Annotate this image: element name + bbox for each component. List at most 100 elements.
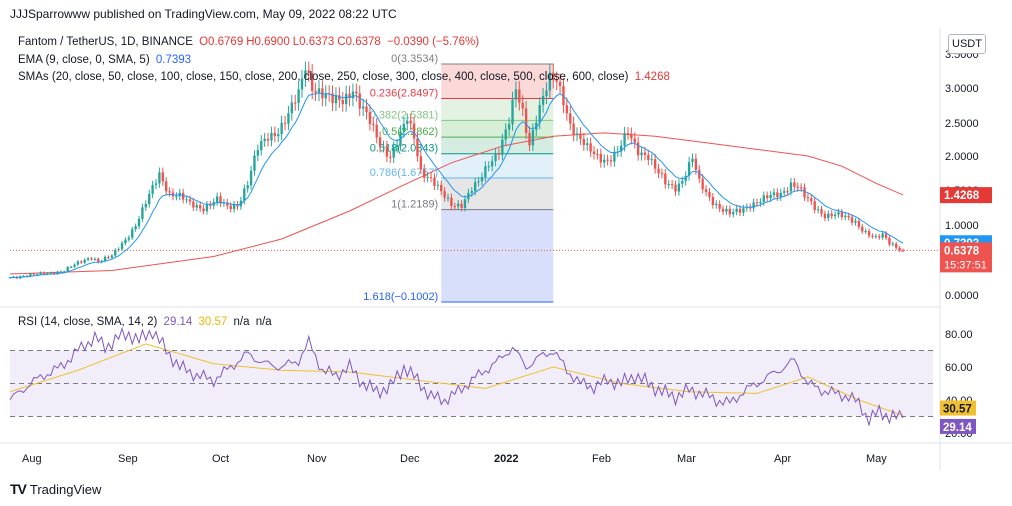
candle-body	[830, 213, 833, 217]
candle-body	[691, 158, 694, 163]
candle-body	[256, 150, 260, 156]
candle-body	[83, 259, 86, 263]
candle-body	[667, 184, 670, 186]
candle-body	[874, 236, 878, 238]
candle-body	[674, 184, 677, 192]
candle-body	[541, 96, 545, 105]
candle-body	[603, 159, 606, 163]
candle-body	[151, 185, 154, 194]
candle-body	[344, 93, 348, 104]
candle-body	[823, 213, 827, 219]
candle-body	[521, 102, 524, 109]
candle-body	[735, 208, 738, 212]
candle-body	[161, 172, 164, 182]
candle-body	[127, 237, 131, 240]
price-tag-label: 0.6378	[944, 245, 980, 257]
candle-body	[884, 233, 888, 238]
rsi-pane	[9, 326, 933, 426]
candle-body	[589, 143, 592, 152]
axes: 0.00001.00001.50002.00002.50003.00003.50…	[22, 49, 979, 465]
ohlc-open: O0.6769	[199, 36, 244, 48]
tradingview-logo-icon: TV	[10, 481, 27, 497]
candle-body	[636, 142, 640, 156]
candle-body	[728, 208, 732, 215]
candle-body	[321, 88, 324, 99]
candle-body	[687, 162, 691, 176]
ema-line	[9, 92, 904, 279]
candle-body	[73, 264, 76, 267]
candle-body	[86, 258, 90, 260]
candle-body	[677, 183, 681, 192]
candle-body	[283, 122, 287, 124]
candle-body	[165, 181, 168, 192]
fib-level-label: 0.382(2.5381)	[370, 109, 439, 121]
candle-body	[837, 212, 840, 215]
candle-body	[52, 272, 56, 275]
price-tag-bg	[940, 242, 992, 273]
tradingview-footer[interactable]: TV TradingView	[10, 481, 101, 497]
candle-body	[300, 78, 304, 90]
rsi-sma-value: 30.57	[198, 316, 228, 328]
candle-body	[185, 199, 188, 201]
candle-body	[331, 93, 334, 104]
symbol-name[interactable]: Fantom / TetherUS, 1D, BINANCE	[18, 36, 193, 48]
candle-body	[779, 192, 782, 198]
candle-body	[861, 226, 864, 232]
time-tick-label: Oct	[212, 453, 229, 465]
sma-label[interactable]: SMAs (20, close, 50, close, 100, close, …	[18, 71, 629, 83]
candle-body	[898, 247, 901, 251]
candle-body	[759, 201, 762, 204]
currency-button[interactable]: USDT	[948, 34, 986, 54]
candle-body	[579, 133, 582, 139]
candle-body	[429, 177, 433, 179]
candle-body	[888, 237, 891, 245]
candle-body	[446, 197, 450, 199]
candle-body	[141, 207, 144, 219]
candle-body	[850, 217, 854, 223]
time-tick-label: Aug	[22, 453, 42, 465]
candle-body	[103, 256, 107, 262]
candle-body	[107, 256, 110, 258]
candle-body	[277, 134, 280, 137]
candle-body	[215, 196, 219, 202]
candle-body	[341, 99, 344, 104]
candle-body	[457, 203, 460, 207]
ohlc-low: L0.6373	[292, 36, 335, 48]
candle-body	[840, 212, 844, 218]
candle-body	[287, 113, 290, 124]
price-tick-label: 2.5000	[945, 118, 979, 130]
candle-body	[820, 209, 823, 214]
rsi-legend: RSI (14, close, SMA, 14, 2) 29.14 30.57 …	[18, 316, 275, 328]
candle-body	[385, 146, 389, 157]
candle-body	[497, 153, 501, 155]
candle-body	[412, 123, 416, 139]
candle-body	[25, 275, 29, 277]
time-tick-label: Apr	[774, 453, 791, 465]
fibonacci-retracement: 0(3.3534) 0.236(2.8497) 0.382(2.5381) 0.5(2…	[363, 53, 554, 303]
candle-body	[772, 192, 776, 195]
candle-body	[205, 204, 209, 212]
candle-body	[260, 141, 263, 151]
candle-body	[718, 203, 721, 209]
ema-label[interactable]: EMA (9, close, 0, SMA, 5)	[18, 54, 150, 66]
candle-body	[314, 90, 317, 93]
candle-body	[80, 261, 83, 263]
candle-body	[586, 143, 589, 146]
candle-body	[806, 197, 810, 199]
candle-body	[878, 236, 881, 238]
candle-body	[304, 70, 307, 79]
sma-series-line	[9, 132, 904, 275]
candle-body	[762, 195, 765, 202]
candle-body	[423, 169, 426, 178]
rsi-label[interactable]: RSI (14, close, SMA, 14, 2)	[18, 316, 158, 328]
candle-body	[565, 105, 569, 114]
candle-body	[338, 95, 341, 100]
candle-body	[253, 155, 256, 171]
candle-body	[154, 183, 158, 186]
candle-body	[419, 156, 423, 170]
candle-body	[721, 208, 725, 212]
candle-body	[531, 129, 535, 146]
candle-body	[657, 168, 660, 174]
candle-body	[219, 196, 222, 204]
